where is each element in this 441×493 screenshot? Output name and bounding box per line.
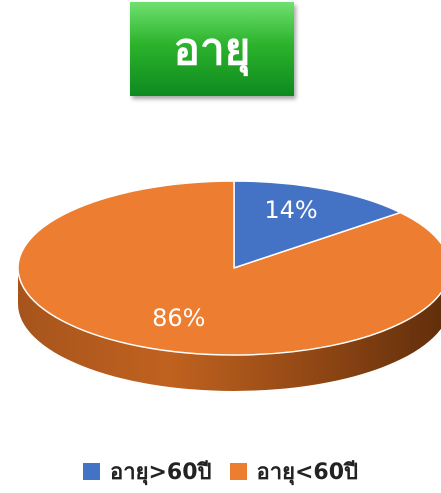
pie-chart: 14% 86% <box>17 180 441 391</box>
legend-swatch-under-60 <box>229 462 247 480</box>
chart-title: อายุ <box>173 24 251 75</box>
legend-item-over-60: อายุ>60ปี <box>83 454 212 489</box>
legend-item-under-60: อายุ<60ปี <box>229 454 358 489</box>
data-label-under-60: 86% <box>152 304 205 332</box>
data-label-over-60: 14% <box>264 196 317 224</box>
pie-slice-under-60 <box>17 180 441 356</box>
legend-label-over-60: อายุ>60ปี <box>110 459 212 485</box>
pie-side-wall <box>18 268 441 391</box>
pie-slice-over-60 <box>233 180 402 269</box>
chart-legend: อายุ>60ปี อายุ<60ปี <box>0 456 441 486</box>
legend-swatch-over-60 <box>83 462 101 480</box>
legend-label-under-60: อายุ<60ปี <box>256 459 358 485</box>
chart-title-box: อายุ <box>130 2 294 96</box>
